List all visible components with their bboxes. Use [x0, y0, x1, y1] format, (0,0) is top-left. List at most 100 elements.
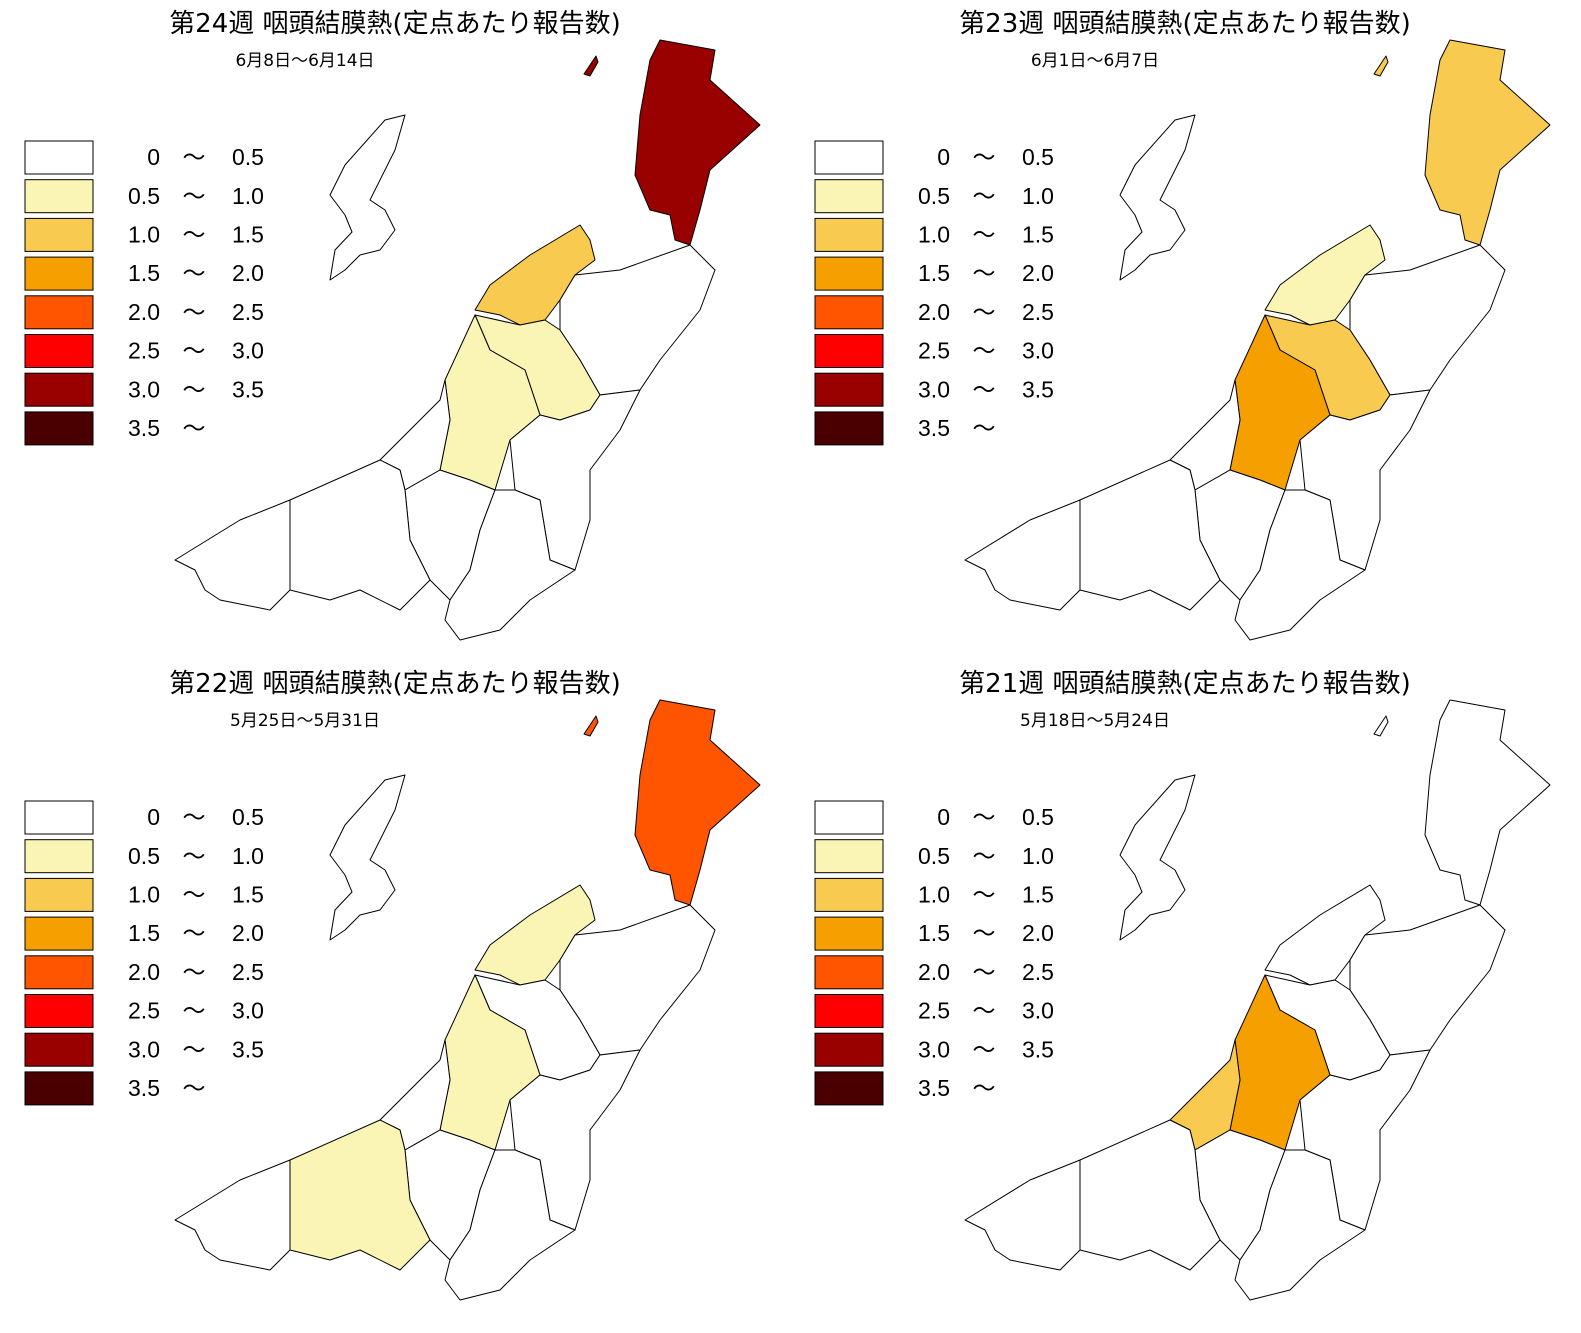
legend-to: 3.0	[232, 338, 264, 364]
map-title: 第22週 咽頭結膜熱(定点あたり報告数)	[169, 669, 621, 699]
legend-to: 3.5	[1022, 376, 1054, 402]
region	[1373, 715, 1389, 737]
legend-from: 0	[147, 144, 160, 170]
region	[559, 244, 716, 396]
legend-from: 1.5	[128, 920, 160, 946]
legend-separator: ～	[973, 144, 996, 170]
legend-separator: ～	[973, 376, 996, 402]
legend-separator: ～	[183, 959, 206, 985]
legend-swatch	[24, 334, 94, 368]
region	[559, 904, 716, 1056]
legend-from: 0	[937, 804, 950, 830]
legend-to: 1.0	[232, 843, 264, 869]
legend-swatch	[24, 994, 94, 1028]
region	[289, 1119, 431, 1271]
legend-from: 2.5	[918, 998, 950, 1024]
legend-separator: ～	[973, 299, 996, 325]
legend-from: 3.0	[128, 1036, 160, 1062]
legend-separator: ～	[183, 1036, 206, 1062]
legend-swatch	[814, 411, 884, 446]
legend-swatch	[24, 140, 94, 175]
region	[1234, 489, 1366, 641]
legend-separator: ～	[973, 881, 996, 907]
legend-separator: ～	[973, 998, 996, 1024]
date-range: 6月1日～6月7日	[1031, 51, 1159, 71]
legend-separator: ～	[183, 881, 206, 907]
region	[1424, 699, 1551, 906]
region	[174, 1159, 291, 1271]
region	[1424, 39, 1551, 246]
legend-to: 1.5	[232, 221, 264, 247]
legend-to: 0.5	[1022, 804, 1054, 830]
legend-from: 3.0	[128, 376, 160, 402]
legend-swatch	[24, 955, 94, 990]
region	[1119, 114, 1196, 281]
region	[1264, 224, 1386, 326]
legend-separator: ～	[183, 804, 206, 830]
legend-from: 2.0	[918, 959, 950, 985]
legend-swatch	[24, 411, 94, 446]
legend-separator: ～	[183, 415, 206, 441]
legend-from: 3.0	[918, 1036, 950, 1062]
legend-to: 2.0	[1022, 920, 1054, 946]
legend-separator: ～	[973, 183, 996, 209]
legend-swatch	[24, 1071, 94, 1106]
legend-swatch	[814, 955, 884, 990]
map-title: 第23週 咽頭結膜熱(定点あたり報告数)	[959, 9, 1411, 39]
legend-separator: ～	[973, 920, 996, 946]
legend-to: 2.5	[232, 299, 264, 325]
region	[1264, 884, 1386, 986]
legend-from: 0.5	[918, 843, 950, 869]
region	[329, 114, 406, 281]
legend-from: 3.5	[128, 1075, 160, 1101]
legend-to: 2.5	[232, 959, 264, 985]
legend-to: 3.0	[232, 998, 264, 1024]
legend-separator: ～	[973, 338, 996, 364]
map-panel: 第23週 咽頭結膜熱(定点あたり報告数) 6月1日～6月7日 0 ～ 0.5 0.5 ～ 1.…	[814, 9, 1551, 641]
map-panel: 第21週 咽頭結膜熱(定点あたり報告数) 5月18日～5月24日 0 ～ 0.5 0.5 ～…	[814, 669, 1551, 1301]
legend-swatch	[814, 217, 884, 252]
legend-to: 3.5	[1022, 1036, 1054, 1062]
legend-from: 3.5	[918, 415, 950, 441]
region	[1349, 244, 1506, 396]
region	[634, 699, 761, 906]
map-panel: 第22週 咽頭結膜熱(定点あたり報告数) 5月25日～5月31日 0 ～ 0.5 0.5 ～…	[24, 669, 761, 1301]
legend-separator: ～	[973, 843, 996, 869]
region	[964, 499, 1081, 611]
date-range: 5月18日～5月24日	[1020, 711, 1170, 731]
legend-from: 1.0	[128, 221, 160, 247]
legend-separator: ～	[973, 804, 996, 830]
legend-to: 2.5	[1022, 299, 1054, 325]
date-range: 6月8日～6月14日	[235, 51, 374, 71]
legend-swatch	[814, 800, 884, 835]
legend-separator: ～	[973, 221, 996, 247]
legend-separator: ～	[183, 998, 206, 1024]
region	[634, 39, 761, 246]
legend-from: 2.5	[128, 338, 160, 364]
legend-to: 0.5	[232, 144, 264, 170]
legend-swatch	[814, 372, 884, 407]
region	[289, 459, 431, 611]
legend-swatch	[814, 1071, 884, 1106]
region	[444, 489, 576, 641]
legend-to: 1.5	[1022, 881, 1054, 907]
legend-separator: ～	[183, 183, 206, 209]
legend-swatch	[814, 179, 884, 214]
legend-to: 1.5	[1022, 221, 1054, 247]
region	[444, 1149, 576, 1301]
region	[1234, 1149, 1366, 1301]
legend-to: 2.0	[232, 920, 264, 946]
legend-from: 0.5	[128, 183, 160, 209]
legend-from: 2.5	[128, 998, 160, 1024]
date-range: 5月25日～5月31日	[230, 711, 380, 731]
legend-from: 0.5	[128, 843, 160, 869]
region	[1373, 55, 1389, 77]
legend-separator: ～	[973, 1075, 996, 1101]
legend-from: 0	[147, 804, 160, 830]
legend-to: 2.5	[1022, 959, 1054, 985]
legend-separator: ～	[183, 920, 206, 946]
legend-from: 3.5	[128, 415, 160, 441]
legend-to: 0.5	[232, 804, 264, 830]
legend-from: 1.0	[918, 221, 950, 247]
